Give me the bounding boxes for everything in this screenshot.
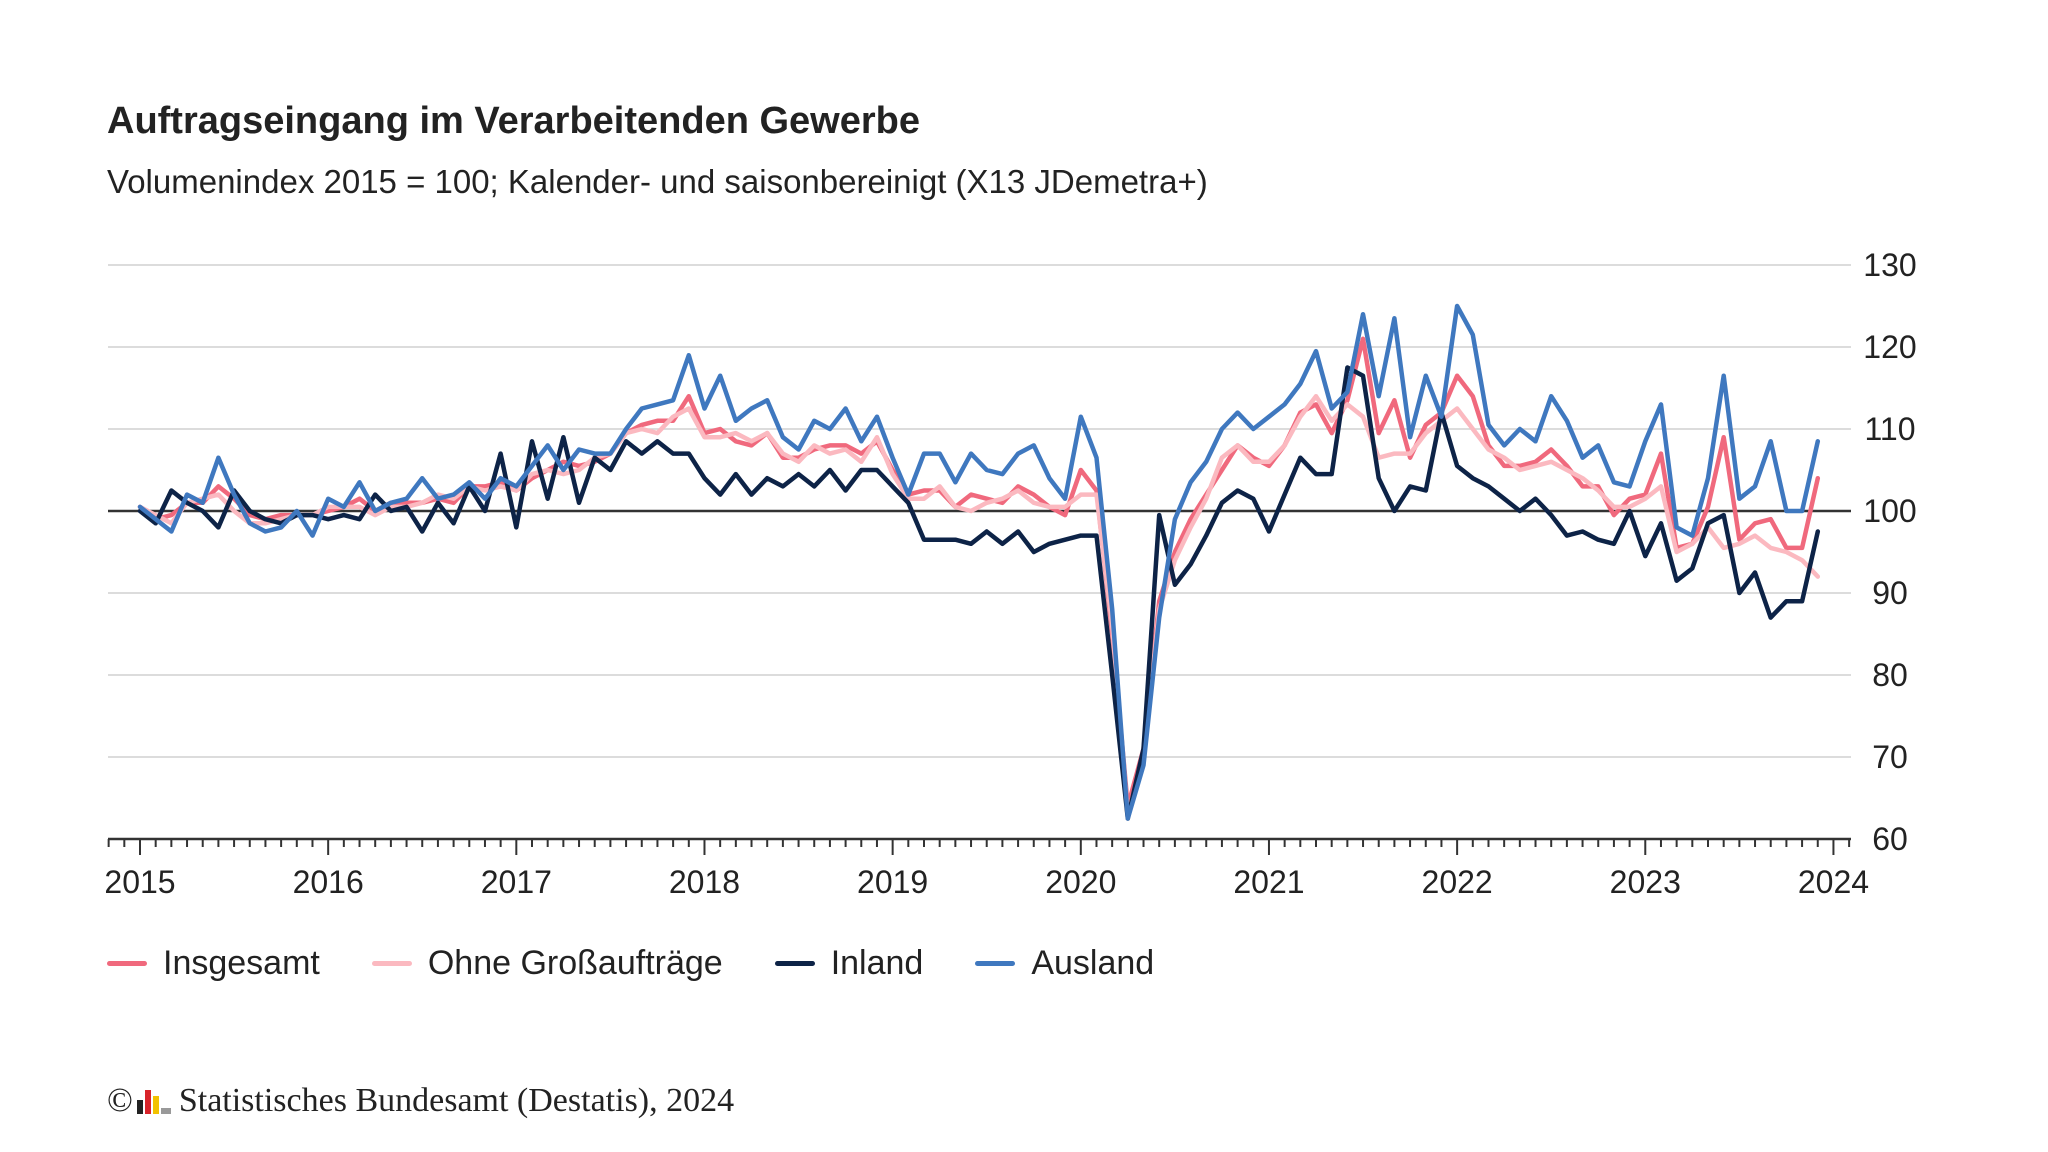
legend-item-inland[interactable]: Inland [774,944,924,983]
y-tick-label: 120 [1863,329,1916,365]
series-line-inland[interactable] [137,365,1821,821]
legend-swatch [107,961,147,966]
x-tick-label: 2015 [104,864,175,900]
y-tick-label: 110 [1864,411,1915,447]
x-tick-label: 2017 [481,864,552,900]
legend-item-ohne-grossauftraege[interactable]: Ohne Großaufträge [371,944,723,983]
legend-swatch [371,961,412,966]
copyright-symbol: © [107,1082,133,1119]
x-tick-label: 2024 [1798,864,1869,900]
series-lines [137,303,1821,821]
x-tick-label: 2022 [1422,864,1493,900]
x-axis: 2015 2016 2017 2018 2019 2020 2021 2022 2023 2024 [104,837,1869,900]
series-line-ausland[interactable] [137,303,1821,821]
legend-label: Ohne Großaufträge [427,944,723,982]
source-text: Statistisches Bundesamt (Destatis), 2024 [178,1082,735,1119]
legend: Insgesamt Ohne Großaufträge Inland Ausla… [107,944,1206,983]
y-tick-label: 80 [1872,657,1908,693]
y-tick-label: 130 [1863,247,1916,283]
destatis-logo-icon [136,1088,171,1114]
x-tick-label: 2021 [1233,864,1304,900]
y-tick-label: 100 [1863,493,1916,529]
y-tick-label: 60 [1872,821,1908,857]
y-tick-label: 90 [1872,575,1908,611]
x-tick-label: 2023 [1610,864,1681,900]
legend-label: Insgesamt [163,944,320,982]
legend-label: Ausland [1031,944,1155,982]
legend-item-ausland[interactable]: Ausland [975,944,1154,983]
chart-subtitle: Volumenindex 2015 = 100; Kalender- und s… [107,163,1208,200]
chart-title: Auftragseingang im Verarbeitenden Gewerb… [107,100,920,142]
series-line-insgesamt[interactable] [137,336,1821,809]
x-tick-label: 2019 [857,864,928,900]
legend-label: Inland [830,944,924,982]
x-tick-label: 2018 [669,864,740,900]
legend-item-insgesamt[interactable]: Insgesamt [107,944,320,983]
series-line-ohne-gro-auftr-ge[interactable] [137,393,1821,817]
x-tick-label: 2016 [293,864,364,900]
legend-swatch [774,961,815,966]
source-footer: © Statistisches Bundesamt (Destatis), 20… [107,1082,734,1120]
y-axis-labels: 130 120 110 100 90 80 70 60 [1863,247,1916,857]
y-tick-label: 70 [1872,739,1908,775]
x-tick-label: 2020 [1045,864,1116,900]
legend-swatch [975,961,1016,966]
